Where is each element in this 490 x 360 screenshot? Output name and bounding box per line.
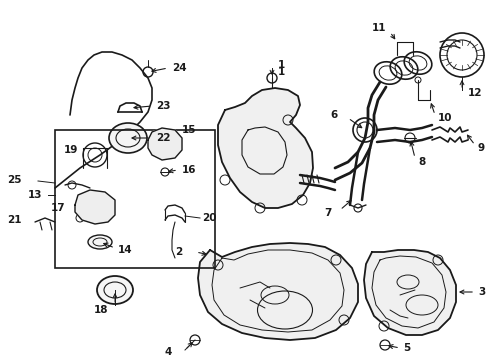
Text: 21: 21 [7, 215, 22, 225]
Polygon shape [218, 88, 313, 208]
Text: 23: 23 [156, 101, 171, 111]
Text: 24: 24 [172, 63, 187, 73]
Text: 17: 17 [50, 203, 65, 213]
Text: 6: 6 [331, 110, 338, 120]
Text: 10: 10 [438, 113, 452, 123]
Text: 2: 2 [175, 247, 182, 257]
Text: 14: 14 [118, 245, 133, 255]
Text: 20: 20 [202, 213, 217, 223]
Ellipse shape [97, 276, 133, 304]
Polygon shape [148, 128, 182, 160]
Text: 4: 4 [165, 347, 172, 357]
Polygon shape [75, 190, 115, 224]
Text: 13: 13 [27, 190, 42, 200]
Text: 1: 1 [278, 60, 285, 70]
Text: 16: 16 [182, 165, 196, 175]
Polygon shape [198, 243, 358, 340]
Text: 19: 19 [64, 145, 78, 155]
Text: 5: 5 [403, 343, 410, 353]
Text: 12: 12 [468, 88, 483, 98]
Text: 15: 15 [182, 125, 196, 135]
Ellipse shape [88, 235, 112, 249]
Text: 3: 3 [478, 287, 485, 297]
Text: 9: 9 [478, 143, 485, 153]
Text: 18: 18 [94, 305, 108, 315]
Text: 25: 25 [7, 175, 22, 185]
Text: 7: 7 [324, 208, 332, 218]
Polygon shape [364, 250, 456, 335]
Text: 11: 11 [371, 23, 386, 33]
Text: 22: 22 [156, 133, 171, 143]
Text: 1: 1 [278, 67, 285, 77]
Text: 8: 8 [418, 157, 425, 167]
Ellipse shape [109, 123, 147, 153]
